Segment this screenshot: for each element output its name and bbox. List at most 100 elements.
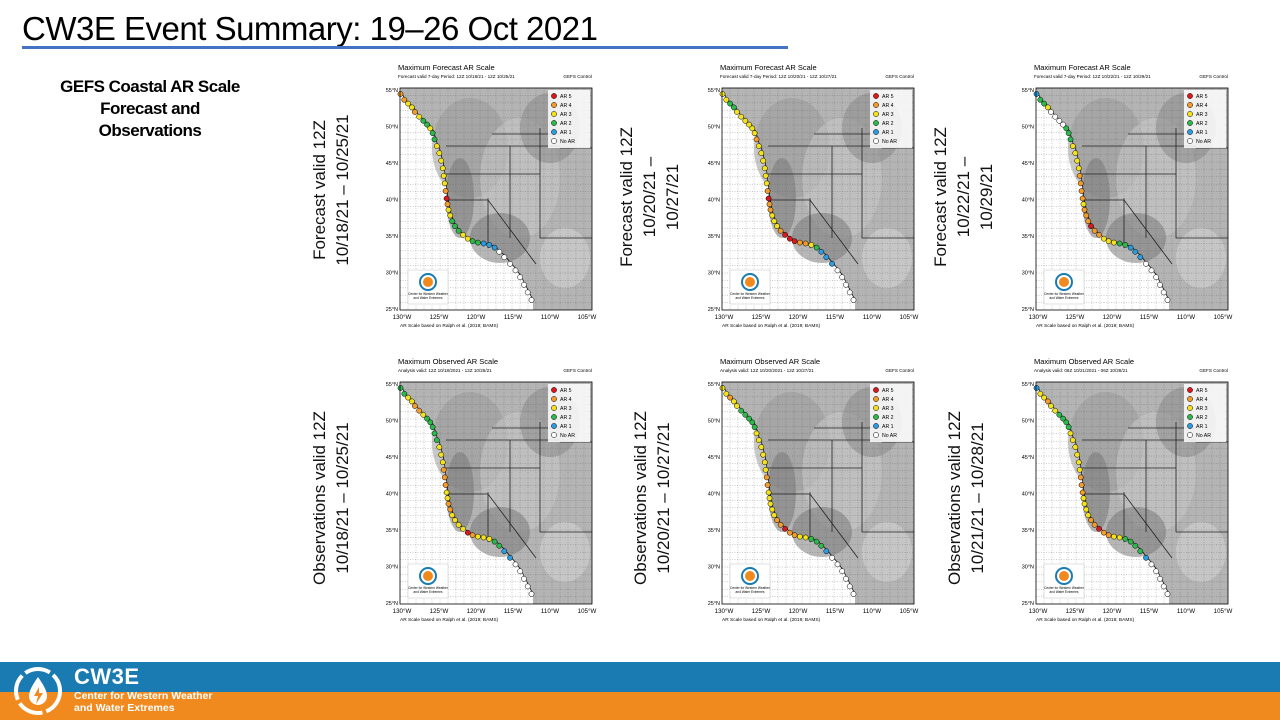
ar-scale-dot (777, 521, 784, 528)
legend-label: AR 3 (1196, 406, 1208, 412)
ar-scale-dot (1096, 232, 1102, 238)
ar-scale-dot (769, 506, 776, 513)
label-line: Observations valid 12Z (310, 411, 329, 585)
legend-swatch (551, 405, 557, 411)
ar-scale-dot (517, 274, 523, 281)
lon-label: 105°W (900, 608, 919, 615)
ar-scale-dot (1056, 117, 1063, 124)
lat-label: 25°N (386, 307, 398, 313)
ar-scale-dot (441, 474, 448, 481)
lat-label: 50°N (1022, 419, 1034, 425)
map-subtitle: Forecast valid 7-day Period: 12Z 10/20/2… (720, 74, 837, 79)
map-source: GEFS Control (563, 368, 592, 373)
ar-scale-dot (818, 542, 825, 549)
lon-label: 130°W (393, 314, 412, 321)
ar-scale-dot (439, 459, 446, 466)
ar-scale-dot (444, 495, 451, 502)
legend-swatch (1187, 387, 1193, 393)
map-footnote: AR Scale based on Ralph et al. (2019; BA… (400, 617, 499, 623)
lat-label: 25°N (1022, 601, 1034, 607)
label-line: 10/29/21 (977, 163, 996, 231)
legend-swatch (551, 120, 557, 126)
label-line: 10/20/21 – 10/27/21 (654, 422, 673, 574)
map-title: Maximum Forecast AR Scale (720, 63, 817, 72)
legend-label: AR 5 (560, 388, 572, 394)
ar-scale-dot (777, 227, 784, 234)
border-line (768, 493, 859, 559)
ar-scale-dot (734, 109, 740, 115)
map-footnote: AR Scale based on Ralph et al. (2019; BA… (722, 617, 821, 623)
legend-label: AR 1 (882, 130, 894, 136)
lat-label: 50°N (386, 125, 398, 131)
ar-scale-dot (1079, 195, 1086, 202)
ar-scale-dot (517, 568, 523, 575)
ar-scale-dot (445, 206, 452, 213)
lon-label: 115°W (826, 314, 844, 321)
lat-label: 30°N (708, 565, 720, 571)
ar-scale-dot (427, 125, 434, 132)
footer-band-orange (0, 692, 1280, 720)
legend-swatch (1187, 93, 1193, 99)
lon-label: 110°W (863, 314, 881, 321)
footer-org-name: CW3E (74, 664, 140, 689)
ar-scale-dot (1122, 242, 1129, 248)
ar-scale-dot (464, 235, 471, 242)
ar-scale-dot (1076, 466, 1083, 473)
ar-scale-dot (420, 117, 427, 124)
ar-scale-dot (1076, 172, 1083, 179)
ar-scale-dot (843, 575, 849, 582)
ar-scale-dot (823, 254, 830, 261)
ar-scale-dot (501, 548, 508, 555)
lat-label: 45°N (1022, 455, 1034, 461)
legend-label: AR 3 (1196, 112, 1208, 118)
ar-scale-dot (764, 188, 771, 194)
ar-scale-dot (1091, 227, 1098, 234)
ar-scale-dot (424, 121, 430, 128)
ar-scale-map: Maximum Forecast AR Scale Forecast valid … (708, 63, 919, 329)
border-line (861, 422, 914, 533)
legend-label: No AR (882, 139, 897, 145)
ar-scale-dot (818, 248, 825, 255)
ar-scale-dot (767, 206, 774, 213)
ar-scale-dot (782, 232, 788, 238)
ar-scale-dot (723, 390, 730, 397)
legend-swatch (551, 138, 557, 144)
legend-swatch (873, 396, 879, 402)
map-legend: AR 5 AR 4 AR 3 AR 2 AR 1 No AR (1184, 90, 1226, 148)
ar-scale-dot (834, 267, 841, 274)
ar-scale-dot (771, 512, 778, 519)
legend-swatch (873, 93, 879, 99)
ar-scale-dot (769, 212, 776, 219)
label-line: Observations valid 12Z (945, 411, 964, 585)
ar-scale-dot (749, 419, 756, 426)
legend-swatch (873, 414, 879, 420)
lat-label: 50°N (1022, 125, 1034, 131)
lat-label: 40°N (386, 492, 398, 498)
ar-scale-dot (464, 529, 471, 536)
map-source: GEFS Control (1199, 74, 1228, 79)
mini-logo-text: Center for Western Weather (408, 292, 449, 296)
terrain-shading (792, 213, 852, 263)
ar-scale-dot (1060, 415, 1066, 422)
ar-scale-dot (486, 242, 493, 248)
ar-scale-dot (1052, 113, 1059, 120)
terrain-shading (1176, 228, 1226, 288)
ar-scale-dot (521, 281, 527, 288)
lat-label: 50°N (708, 125, 720, 131)
ar-scale-dot (1081, 500, 1088, 507)
lat-label: 35°N (708, 234, 720, 240)
ar-scale-dot (786, 235, 793, 242)
map-source: GEFS Control (563, 74, 592, 79)
ar-scale-dot (761, 165, 768, 172)
ar-scale-dot (823, 548, 830, 555)
map-panel: Maximum Observed AR Scale Analysis valid:… (1020, 354, 1238, 646)
ar-scale-dot (1080, 201, 1087, 208)
legend-swatch (551, 102, 557, 108)
lon-label: 115°W (1140, 314, 1158, 321)
panel-label-observed-1: Observations valid 12Z 10/18/21 – 10/25/… (308, 368, 364, 628)
lat-label: 25°N (708, 601, 720, 607)
ar-scale-dot (763, 180, 770, 187)
